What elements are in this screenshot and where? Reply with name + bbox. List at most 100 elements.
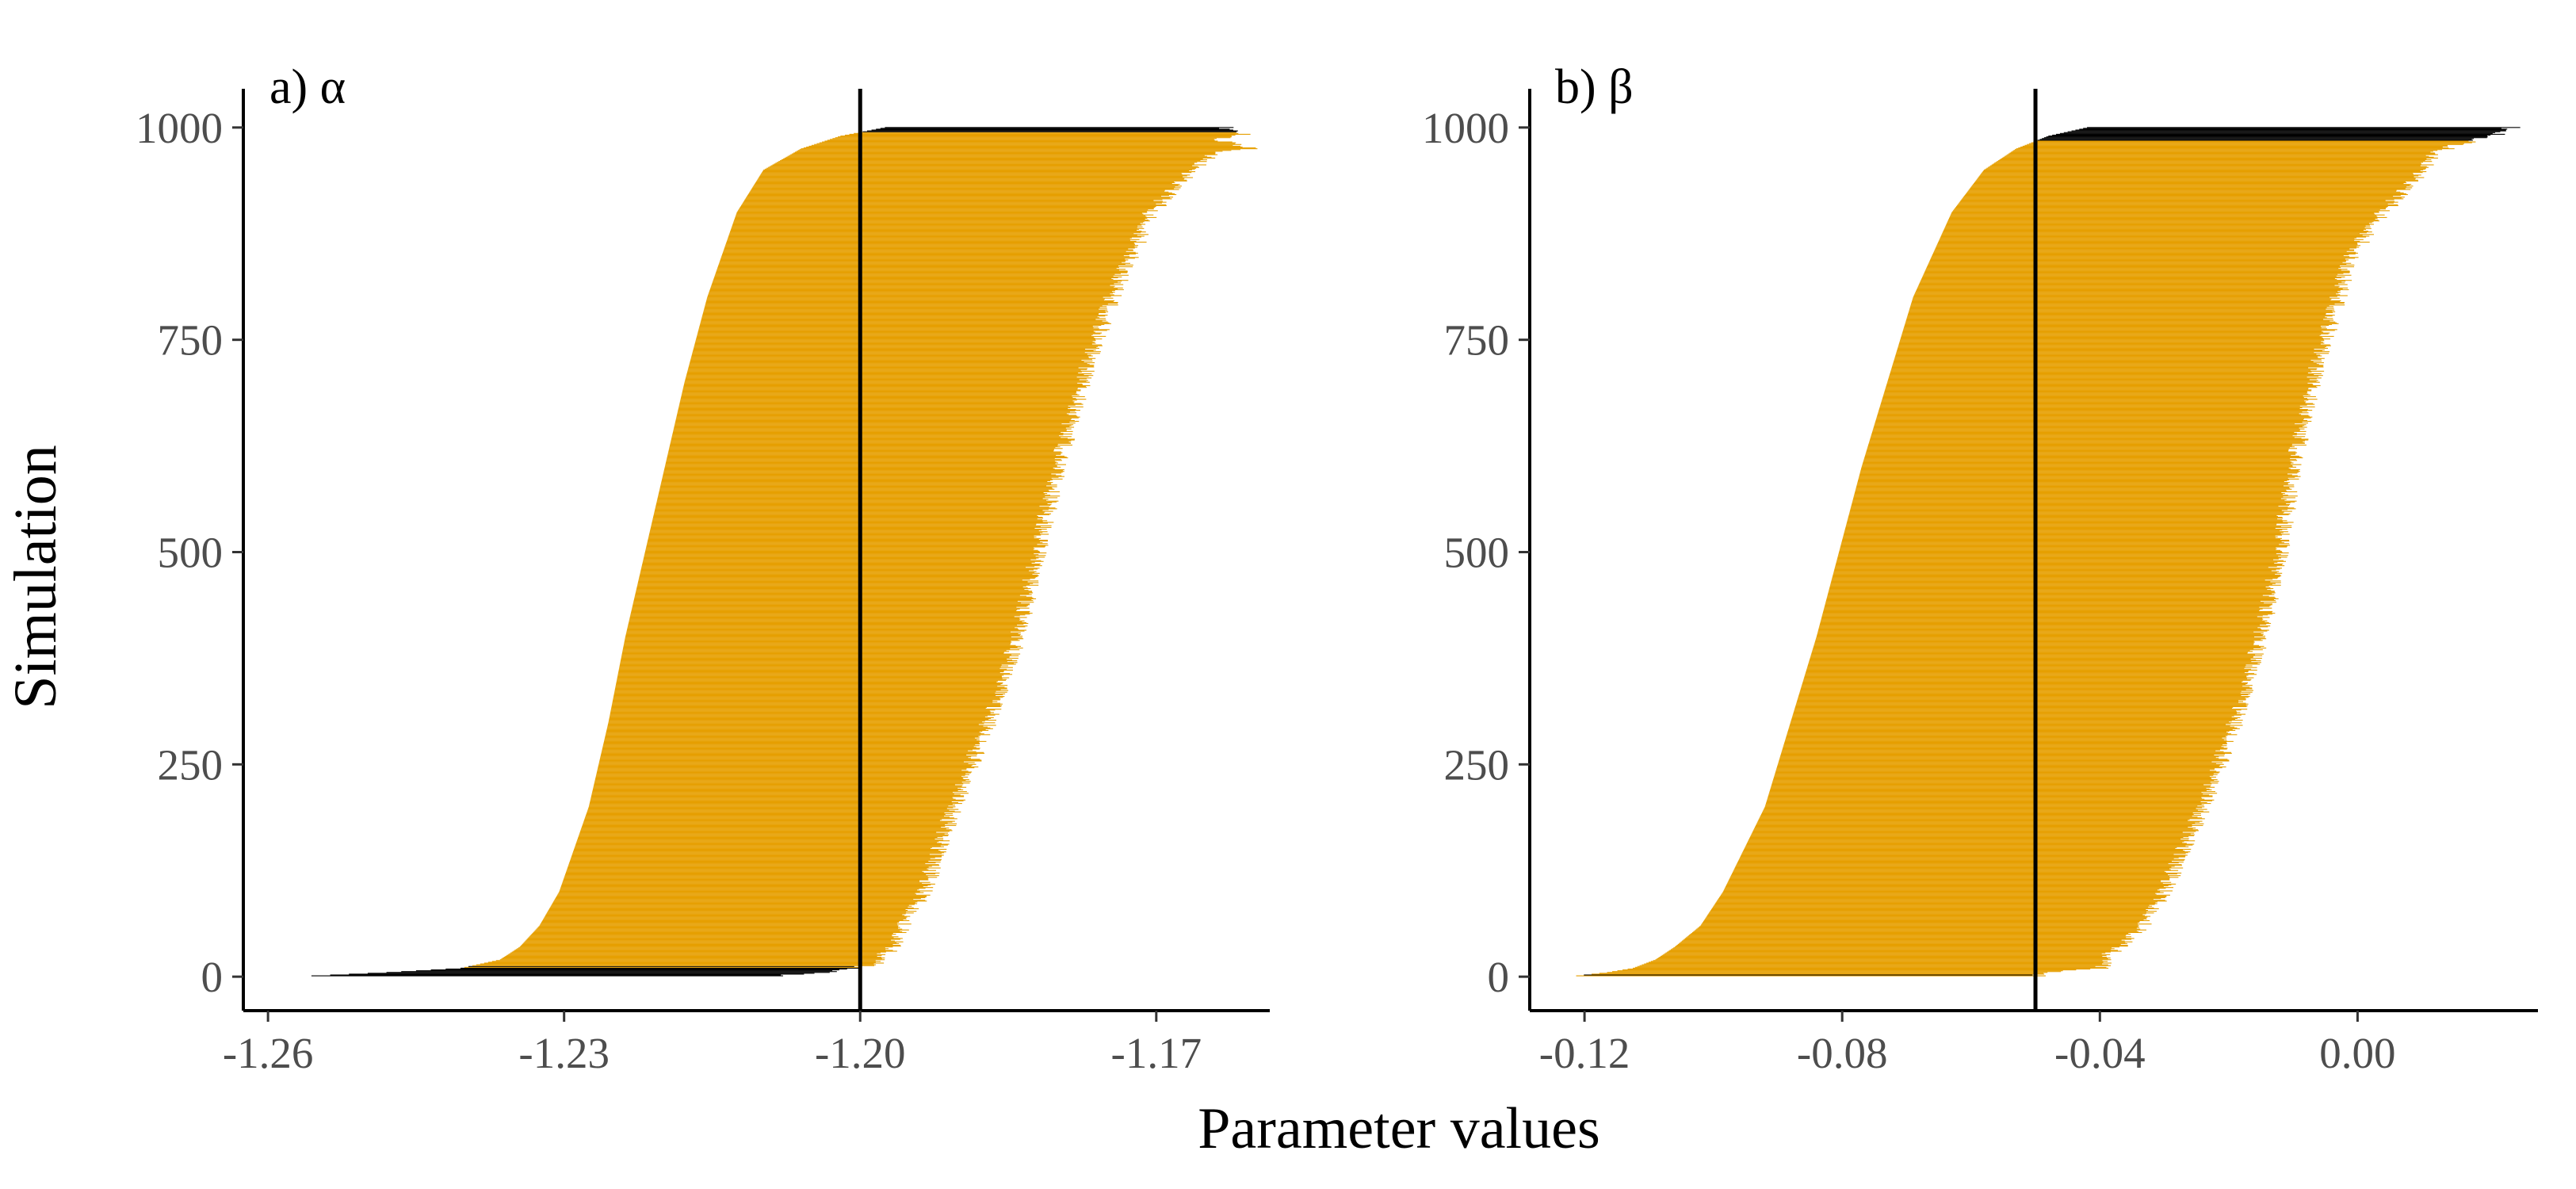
interval-bar (647, 543, 1048, 545)
interval-bar (613, 698, 1001, 700)
interval-bar (535, 929, 909, 931)
interval-bar (2027, 143, 2463, 145)
interval-bar (1784, 741, 2226, 744)
interval-bar (685, 379, 1080, 380)
interval-bar (1821, 617, 2263, 619)
interval-bar (680, 398, 1076, 400)
interval-bar (1833, 570, 2272, 572)
interval-bar (1787, 733, 2232, 735)
interval-bar (1882, 396, 2304, 399)
interval-bar (646, 547, 1034, 549)
interval-bar (686, 376, 1089, 377)
interval-bar (1837, 556, 2287, 558)
interval-bar (1948, 218, 2375, 220)
interval-bar (571, 855, 942, 857)
interval-bar (1944, 227, 2365, 228)
interval-bar (646, 546, 1045, 548)
interval-bar (1890, 369, 2311, 371)
interval-bar (546, 913, 906, 915)
interval-bar (1851, 506, 2279, 507)
interval-bar (727, 239, 1130, 241)
interval-bar (1942, 232, 2368, 234)
interval-bar (1791, 718, 2235, 721)
interval-bar (583, 822, 948, 824)
interval-bar (597, 771, 973, 773)
interval-bar (1772, 780, 2215, 782)
interval-bar (751, 189, 1165, 191)
interval-bar (1834, 569, 2276, 571)
interval-bar (636, 591, 1033, 593)
interval-bar (506, 954, 882, 956)
interval-bar (1825, 603, 2272, 605)
interval-bar (592, 792, 953, 793)
interval-bar (1871, 434, 2297, 436)
interval-bar (632, 606, 1017, 608)
interval-bar (1807, 664, 2246, 666)
x-tick-label: -1.26 (223, 1029, 314, 1077)
interval-bar (1668, 950, 2122, 952)
interval-bar (653, 514, 1038, 516)
interval-bar (589, 804, 953, 805)
interval-bar (642, 562, 1032, 564)
interval-bar (610, 714, 996, 716)
interval-bar (1677, 943, 2121, 945)
interval-bar (1898, 343, 2321, 345)
interval-bar (1768, 794, 2210, 796)
interval-bar (1884, 392, 2308, 393)
interval-bar (1994, 162, 2421, 164)
interval-bar (1817, 634, 2263, 637)
interval-bar (611, 708, 986, 709)
y-tick-label: 0 (1488, 953, 1510, 1001)
interval-bar (1886, 386, 2317, 388)
interval-bar (1786, 737, 2222, 739)
interval-bar (1913, 295, 2348, 296)
interval-bar (1783, 744, 2223, 746)
interval-bar (1777, 765, 2219, 767)
interval-bar (1825, 605, 2271, 606)
interval-bar (1867, 447, 2290, 449)
interval-bar (753, 185, 1182, 187)
interval-bar (1676, 944, 2128, 946)
interval-bar (1816, 638, 2267, 640)
interval-bar (1967, 190, 2397, 192)
interval-bar (330, 974, 782, 976)
interval-bar (1766, 801, 2207, 804)
interval-bar (1833, 573, 2276, 575)
interval-bar (688, 366, 1095, 368)
interval-bar (621, 656, 1010, 657)
interval-bar (1798, 696, 2250, 698)
interval-bar (594, 781, 971, 782)
interval-bar (606, 733, 984, 735)
interval-bar (1852, 503, 2291, 506)
interval-bar (1784, 740, 2234, 742)
interval-bar (1836, 561, 2278, 563)
interval-bar (578, 837, 944, 839)
interval-bar (1836, 558, 2279, 560)
interval-bar (1612, 971, 2062, 973)
interval-bar (1795, 705, 2248, 706)
interval-bar (594, 782, 970, 784)
interval-bar (755, 182, 1175, 184)
interval-bar (716, 271, 1128, 273)
interval-bar (1867, 448, 2298, 449)
interval-bar (732, 223, 1141, 224)
interval-bar (544, 916, 908, 918)
interval-bar (645, 549, 1034, 550)
interval-bar (1865, 453, 2296, 455)
interval-bar (1948, 217, 2378, 220)
interval-bar (614, 690, 1009, 691)
interval-bar (501, 958, 882, 960)
interval-bar (1820, 622, 2272, 625)
interval-bar (618, 671, 1004, 673)
interval-bar (678, 407, 1071, 408)
interval-bar (1983, 170, 2421, 172)
y-tick-label: 1000 (1422, 104, 1509, 152)
interval-bar (1971, 185, 2414, 187)
y-tick-label: 750 (1444, 316, 1510, 365)
interval-bar (1822, 612, 2272, 614)
interval-bar (1897, 348, 2314, 350)
interval-bar (1752, 830, 2199, 832)
interval-bar (587, 810, 955, 812)
interval-bar (503, 956, 881, 958)
interval-bar (725, 243, 1135, 245)
